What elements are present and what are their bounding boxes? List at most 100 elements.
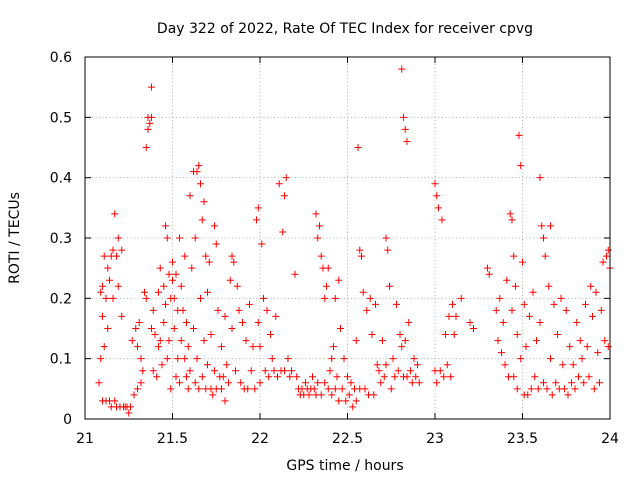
data-point (179, 306, 187, 314)
data-point (597, 306, 605, 314)
data-point (160, 282, 168, 290)
data-point (265, 373, 273, 381)
data-point (218, 385, 225, 393)
x-tick-label: 23 (426, 431, 444, 447)
data-point (111, 210, 119, 218)
data-point (114, 234, 122, 242)
data-point (221, 312, 229, 320)
data-point (435, 204, 442, 212)
y-axis-label: ROTI / TECUs (7, 192, 23, 284)
data-point (541, 252, 549, 260)
data-point (580, 379, 588, 387)
data-point (359, 288, 367, 296)
data-point (200, 337, 208, 345)
data-point (186, 192, 194, 200)
data-point (436, 367, 444, 375)
data-point (499, 318, 507, 326)
data-point (256, 379, 264, 387)
data-point (104, 264, 112, 272)
data-point (195, 162, 203, 170)
data-point (405, 318, 413, 326)
data-point (258, 240, 266, 248)
x-tick-label: 24 (601, 431, 619, 447)
data-point (209, 391, 217, 399)
data-point (184, 385, 192, 393)
data-point (393, 300, 400, 308)
data-point (391, 373, 399, 381)
data-point (517, 355, 525, 363)
data-point (246, 300, 253, 308)
data-point (508, 216, 516, 224)
data-point (433, 379, 441, 387)
data-point (531, 373, 539, 381)
data-point (242, 337, 250, 345)
data-point (253, 216, 260, 224)
data-point (274, 373, 281, 381)
data-point (366, 294, 374, 302)
data-point (146, 119, 154, 127)
data-point (328, 391, 336, 399)
data-point (195, 385, 203, 393)
data-point (547, 222, 554, 230)
data-point (293, 373, 301, 381)
data-point (172, 270, 180, 278)
data-point (125, 409, 133, 417)
data-point (578, 355, 586, 363)
data-point (268, 355, 276, 363)
data-point (604, 343, 612, 351)
data-point (526, 312, 533, 320)
data-point (165, 337, 173, 345)
data-point (590, 385, 598, 393)
data-point (317, 252, 325, 260)
data-point (237, 379, 245, 387)
data-point (162, 222, 169, 230)
data-point (403, 373, 411, 381)
data-point (333, 373, 341, 381)
data-point (282, 174, 290, 182)
data-point (540, 379, 547, 387)
data-point (212, 240, 220, 248)
data-point (452, 312, 460, 320)
data-point (275, 180, 283, 188)
data-point (106, 276, 113, 284)
data-point (569, 361, 577, 369)
data-point (447, 373, 455, 381)
data-point (445, 312, 453, 320)
data-point (233, 282, 241, 290)
data-point (412, 373, 420, 381)
data-point (431, 180, 439, 188)
data-point (254, 204, 262, 212)
data-point (326, 367, 334, 375)
data-point (263, 306, 271, 314)
data-point (170, 294, 178, 302)
data-point (156, 264, 164, 272)
data-point (102, 294, 110, 302)
data-point (594, 349, 602, 357)
data-point (153, 373, 161, 381)
data-point (279, 228, 287, 236)
data-point (559, 361, 567, 369)
data-point (331, 294, 339, 302)
data-point (545, 282, 553, 290)
data-point (141, 288, 148, 296)
data-point (211, 367, 218, 375)
data-point (251, 385, 259, 393)
data-point (97, 288, 105, 296)
data-point (310, 385, 318, 393)
data-point (172, 373, 180, 381)
data-point (335, 397, 343, 405)
data-point (470, 325, 477, 332)
data-point (508, 306, 516, 314)
data-point (328, 355, 336, 363)
data-point (144, 125, 152, 133)
data-point (202, 252, 210, 260)
data-point (335, 276, 343, 284)
data-point (550, 300, 558, 308)
data-point (317, 391, 325, 399)
data-point (149, 306, 157, 314)
data-point (571, 385, 579, 393)
data-point (214, 306, 222, 314)
data-point (566, 343, 574, 351)
data-point (382, 234, 390, 242)
